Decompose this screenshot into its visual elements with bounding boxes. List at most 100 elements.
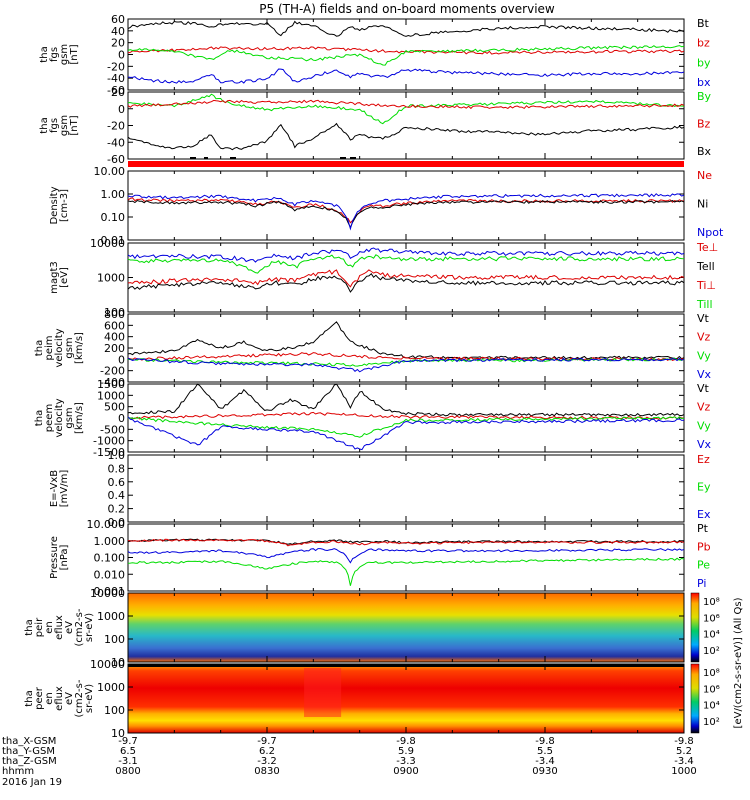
y-tick-label: 0.100 — [94, 552, 126, 565]
y-tick-label: -60 — [107, 84, 125, 97]
footer-row-label: tha_Z-GSM — [2, 756, 57, 767]
panel-frame — [127, 242, 685, 313]
legend-entry: Vt — [697, 312, 710, 325]
y-tick-label: -500 — [100, 423, 125, 436]
y-axis-label-line: tha — [39, 117, 50, 133]
y-tick-label: 1000 — [97, 610, 125, 623]
y-tick-label: 20 — [111, 37, 125, 50]
footer-row-label: 2016 Jan 19 — [2, 777, 62, 788]
y-axis-label-line: fgs — [49, 118, 60, 133]
panel-3: 10.00 1.00 0.10 0.01 Density [cm-3] Ne Ni Npot — [49, 165, 724, 247]
legend-entry: Vt — [697, 382, 710, 395]
panel-frame — [127, 454, 685, 523]
y-axis-label-line: (cm2-s- — [74, 608, 85, 646]
colorbars: 10⁸ 10⁶ 10⁴ 10² 10⁸ 10⁶ 10⁴ 10² [eV/(cm2-s-sr-eV… — [690, 592, 744, 734]
y-tick-label: 0 — [118, 412, 125, 425]
footer-value: -3.4 — [674, 756, 694, 767]
legend-entry: Vx — [697, 368, 712, 381]
legend-entry: Pe — [697, 559, 710, 572]
footer-value: 0930 — [532, 766, 557, 777]
series-line-Vt — [127, 383, 685, 417]
y-tick-label: -20 — [107, 120, 125, 133]
series-line-bz — [127, 46, 685, 55]
y-tick-label: 0 — [118, 103, 125, 116]
mode-flag-mark — [204, 157, 208, 159]
series-line-Ne — [127, 197, 684, 224]
y-tick-label: 10 — [111, 656, 125, 669]
panel-7: 1.00.80.60.40.20.0 E=-VxB [mV/m] Ez Ey Ex — [49, 449, 711, 529]
series-line-Till — [127, 254, 685, 274]
footer-value: -3.2 — [257, 756, 277, 767]
y-axis-label-line: (cm2-s- — [74, 679, 85, 717]
y-axis-label-line: fgs — [49, 47, 60, 62]
y-tick-label: 0.10 — [101, 211, 126, 224]
colorbar-tick-label: 10⁸ — [703, 597, 720, 608]
legend-entry: Ti⊥ — [696, 279, 716, 292]
colorbar-label: [eV/(cm2-s-sr-eV)] (All Qs) — [733, 597, 744, 728]
legend-entry: Ey — [697, 481, 711, 494]
colorbar-tick-label: 10² — [703, 717, 720, 728]
y-tick-label: 1.000 — [94, 535, 126, 548]
y-tick-label: 10.000 — [87, 518, 126, 531]
y-tick-label: 0.0 — [108, 516, 126, 529]
panel-frame — [127, 383, 685, 453]
footer-value: 1000 — [671, 766, 696, 777]
y-axis-label-line: peim — [44, 335, 55, 360]
series-line-Pb — [127, 538, 685, 547]
y-tick-label: 100 — [104, 306, 125, 319]
mode-flag-mark — [230, 157, 236, 159]
series-line-Npot — [127, 193, 685, 231]
y-axis-label-line: en — [44, 621, 55, 634]
panel-9: 10000 1000 100 10 tha peir en eflux eV (cm2-s-sr-… — [24, 587, 685, 669]
series-line-Pi — [127, 548, 685, 564]
panel-2: 20 0 -20 -40 -60 tha fgs gsm [nT] By Bz Bx — [39, 86, 712, 166]
y-axis-label-line: gsm — [64, 337, 75, 358]
series-line-By — [128, 93, 684, 125]
y-axis-label-line: eV — [64, 621, 75, 634]
legend-entry: Tell — [696, 260, 715, 273]
y-axis-label-line: [nPa] — [59, 544, 70, 570]
y-axis-label-line: [km/s] — [74, 332, 85, 364]
series-line-Bz — [127, 99, 685, 110]
legend-entry: bx — [697, 76, 711, 89]
panel-frame — [127, 313, 685, 383]
spectrogram — [128, 664, 684, 733]
footer-value: -9.8 — [674, 736, 694, 747]
footer-value: -3.1 — [118, 756, 138, 767]
y-axis-label-line: sr-eV) — [84, 684, 95, 713]
series-line-bx — [127, 68, 685, 84]
y-tick-label: 600 — [104, 319, 125, 332]
y-axis-label-line: peem — [44, 404, 55, 432]
legend-entry: bz — [697, 37, 710, 50]
footer-value: 0800 — [115, 766, 140, 777]
y-tick-label: -1000 — [93, 435, 125, 448]
y-tick-label: 0.010 — [94, 568, 126, 581]
y-tick-label: 1000 — [97, 272, 125, 285]
y-axis-label-line: velocity — [54, 328, 65, 367]
footer-value: -9.8 — [535, 736, 555, 747]
y-axis-label: tha peim velocity gsm [km/s] — [34, 328, 85, 367]
y-tick-label: 100 — [104, 633, 125, 646]
footer-row-label: hhmm — [2, 766, 34, 777]
series-line-Ti⊥ — [127, 247, 685, 263]
y-axis-label: tha fgs gsm [nT] — [39, 115, 80, 136]
y-axis-label-line: peer — [34, 686, 45, 710]
legend-entry: Ne — [697, 169, 712, 182]
panel-frame — [127, 523, 685, 592]
footer-value: 5.5 — [537, 746, 553, 757]
y-axis-label: tha fgs gsm [nT] — [39, 44, 80, 65]
y-tick-label: 60 — [111, 13, 125, 26]
y-axis-label-line: [cm-3] — [59, 189, 70, 222]
y-axis-label-line: Density — [49, 186, 60, 224]
colorbar-electron: 10⁸ 10⁶ 10⁴ 10² — [690, 663, 720, 734]
legend-entry: Npot — [697, 226, 724, 239]
series-line-Vy — [127, 416, 685, 438]
y-axis-label-line: [nT] — [69, 44, 80, 64]
footer-value: 6.5 — [120, 746, 136, 757]
y-tick-label: 1000 — [97, 681, 125, 694]
colorbar-ion: 10⁸ 10⁶ 10⁴ 10² — [690, 592, 720, 663]
series-line-Bt — [127, 20, 685, 37]
y-axis-label-line: peir — [34, 617, 45, 637]
